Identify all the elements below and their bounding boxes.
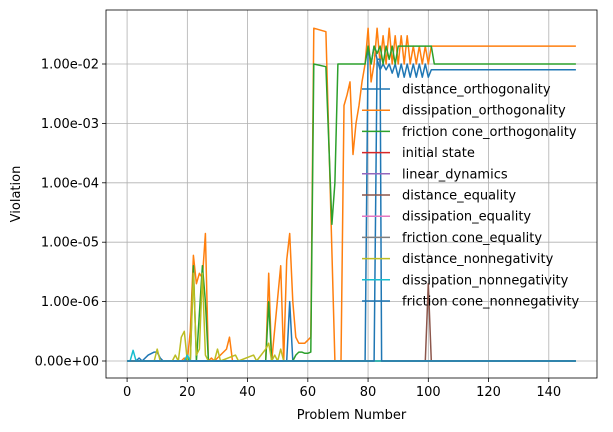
- legend-label: linear_dynamics: [402, 167, 508, 182]
- y-tick-label: 1.00e-04: [41, 176, 99, 191]
- y-tick-label: 0.00e+00: [35, 355, 99, 370]
- series-line-9: [127, 349, 576, 362]
- y-tick-label: 1.00e-05: [41, 236, 99, 251]
- x-tick-label: 40: [239, 385, 256, 400]
- legend-label: initial state: [402, 146, 475, 161]
- legend-label: friction cone_nonnegativity: [402, 295, 580, 310]
- legend-label: distance_orthogonality: [402, 83, 551, 98]
- y-tick-label: 1.00e-02: [41, 58, 99, 73]
- series-line-10: [127, 58, 576, 362]
- x-tick-label: 60: [300, 385, 317, 400]
- legend-label: distance_equality: [402, 189, 516, 204]
- series-line-2: [127, 45, 576, 362]
- x-axis-ticks: 0 20 40 60 80 100 120 140: [123, 378, 561, 400]
- legend: distance_orthogonality dissipation_orthog…: [362, 83, 580, 310]
- legend-label: dissipation_equality: [402, 210, 531, 225]
- x-tick-label: 140: [536, 385, 561, 400]
- y-axis-ticks: 0.00e+00 1.00e-06 1.00e-05 1.00e-04 1.00e-03…: [35, 58, 106, 370]
- x-tick-label: 0: [123, 385, 131, 400]
- plot-frame: [105, 9, 598, 379]
- legend-label: friction cone_orthogonality: [402, 125, 577, 140]
- y-axis-label: Violation: [9, 166, 24, 223]
- x-tick-label: 20: [179, 385, 196, 400]
- legend-label: dissipation_nonnegativity: [402, 273, 569, 288]
- legend-label: dissipation_orthogonality: [402, 104, 566, 119]
- series-line-8: [127, 272, 576, 362]
- x-axis-label: Problem Number: [297, 408, 407, 423]
- legend-label: friction cone_equality: [402, 231, 542, 246]
- legend-label: distance_nonnegativity: [402, 252, 554, 267]
- y-tick-label: 1.00e-03: [41, 117, 99, 132]
- x-tick-label: 80: [360, 385, 377, 400]
- x-tick-label: 120: [476, 385, 501, 400]
- grid: [106, 10, 597, 378]
- x-tick-label: 100: [416, 385, 441, 400]
- y-tick-label: 1.00e-06: [41, 295, 99, 310]
- plot-lines: [127, 27, 576, 362]
